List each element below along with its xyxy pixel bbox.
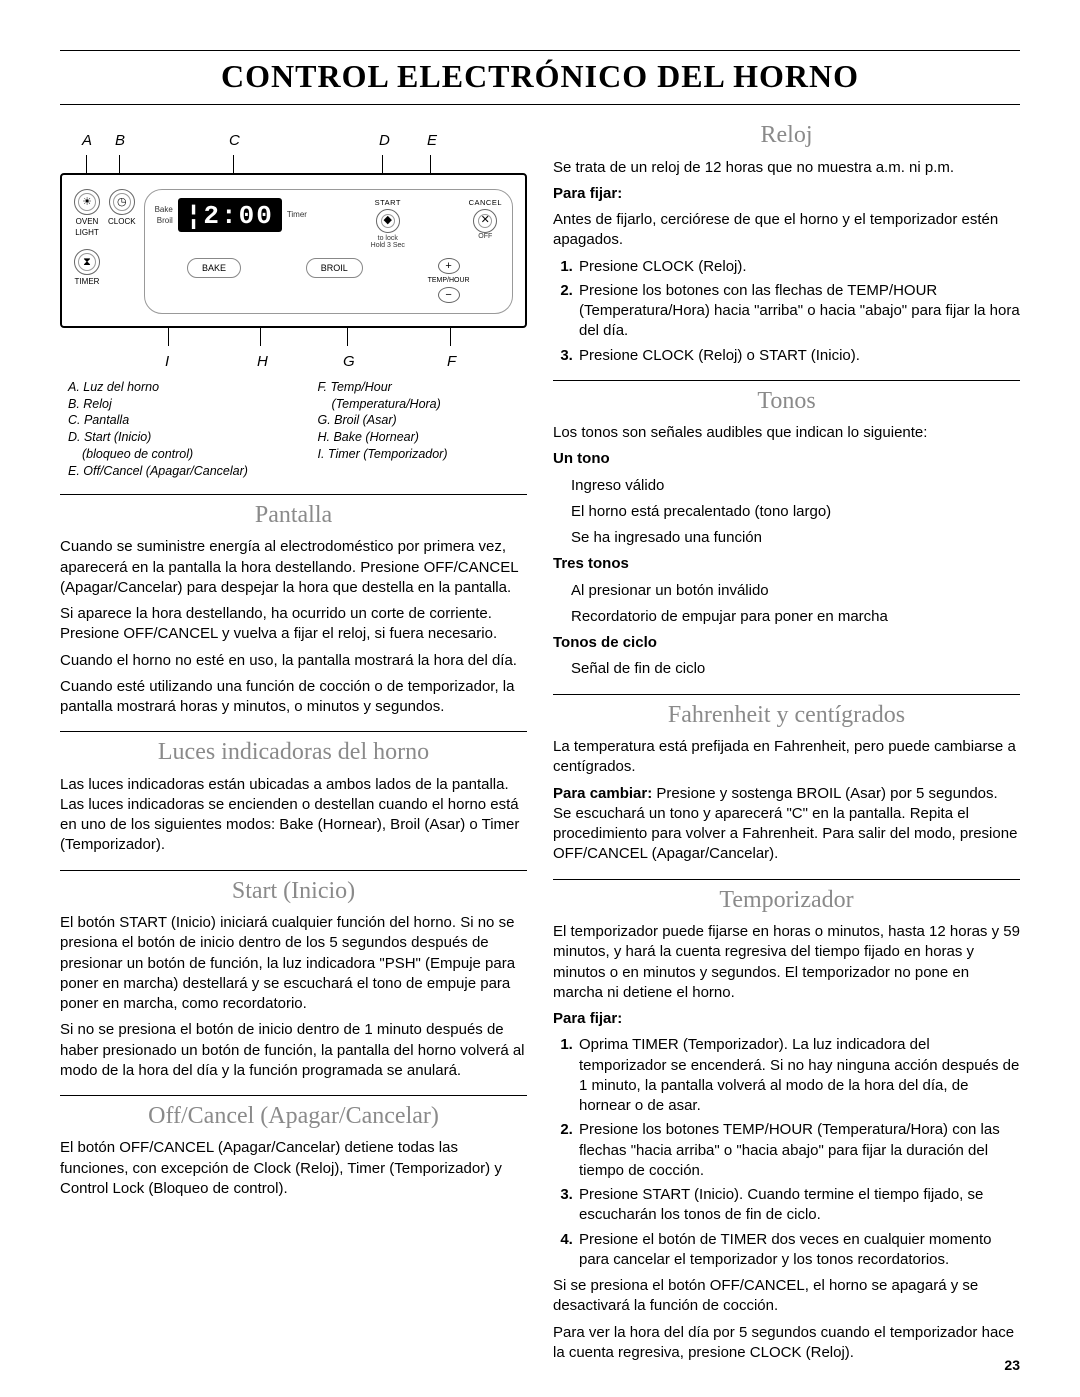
reloj-steps: Presione CLOCK (Reloj). Presione los bot… xyxy=(577,257,1020,366)
legend-g: G. Broil (Asar) xyxy=(318,412,528,429)
legend-a: A. Luz del horno xyxy=(68,379,278,396)
diagram-legend: A. Luz del horno B. Reloj C. Pantalla D.… xyxy=(60,375,527,480)
tempo-p1: El temporizador puede fijarse en horas o… xyxy=(553,922,1020,1003)
pantalla-p2: Si aparece la hora destellando, ha ocurr… xyxy=(60,604,527,645)
callout-g: G xyxy=(343,352,447,372)
callout-a: A xyxy=(82,131,115,151)
lock-hint: to lock Hold 3 Sec xyxy=(371,235,405,250)
fc-p1: La temperatura está prefijada en Fahrenh… xyxy=(553,737,1020,778)
tempo-heading: Temporizador xyxy=(553,884,1020,916)
legend-f-sub: (Temperatura/Hora) xyxy=(318,396,528,413)
plus-button: + xyxy=(438,258,460,274)
trestonos-h: Tres tonos xyxy=(553,554,1020,574)
untono-h: Un tono xyxy=(553,449,1020,469)
lcd-display: ¦2:00 xyxy=(178,198,282,232)
tempo-step-1: Oprima TIMER (Temporizador). La luz indi… xyxy=(577,1035,1020,1116)
broil-button: BROIL xyxy=(306,258,363,278)
pantalla-heading: Pantalla xyxy=(60,499,527,531)
legend-d: D. Start (Inicio) xyxy=(68,429,278,446)
display-timer-label: Timer xyxy=(287,210,307,221)
tempo-step-4: Presione el botón de TIMER dos veces en … xyxy=(577,1230,1020,1271)
cancel-knob: ✕ xyxy=(473,209,497,233)
reloj-step-2: Presione los botones con las flechas de … xyxy=(577,281,1020,342)
legend-d-sub: (bloqueo de control) xyxy=(68,446,278,463)
pantalla-p1: Cuando se suministre energía al electrod… xyxy=(60,537,527,598)
luces-heading: Luces indicadoras del horno xyxy=(60,736,527,768)
tempo-steps: Oprima TIMER (Temporizador). La luz indi… xyxy=(577,1035,1020,1270)
tempo-step-2: Presione los botones TEMP/HOUR (Temperat… xyxy=(577,1120,1020,1181)
tonos-intro: Los tonos son señales audibles que indic… xyxy=(553,423,1020,443)
untono-3: Se ha ingresado una función xyxy=(571,528,1020,548)
tempo-step-3: Presione START (Inicio). Cuando termine … xyxy=(577,1185,1020,1226)
display-mode-labels: Bake Broil xyxy=(155,204,173,226)
fc-label: Para cambiar: xyxy=(553,785,652,802)
right-column: Reloj Se trata de un reloj de 12 horas q… xyxy=(553,119,1020,1369)
legend-i: I. Timer (Temporizador) xyxy=(318,446,528,463)
reloj-heading: Reloj xyxy=(553,119,1020,151)
tempo-p2: Si se presiona el botón OFF/CANCEL, el h… xyxy=(553,1276,1020,1317)
page-number: 23 xyxy=(1004,1356,1020,1375)
center-panel: Bake Broil ¦2:00 Timer START ◆ to lock H… xyxy=(144,189,513,314)
reloj-intro: Se trata de un reloj de 12 horas que no … xyxy=(553,158,1020,178)
offcancel-p1: El botón OFF/CANCEL (Apagar/Cancelar) de… xyxy=(60,1138,527,1199)
reloj-parafijar-h: Para fijar: xyxy=(553,184,1020,204)
pantalla-p4: Cuando esté utilizando una función de co… xyxy=(60,677,527,718)
start-knob: ◆ xyxy=(376,209,400,233)
reloj-step-1: Presione CLOCK (Reloj). xyxy=(577,257,1020,277)
bake-button: BAKE xyxy=(187,258,241,278)
legend-c: C. Pantalla xyxy=(68,412,278,429)
start-heading: Start (Inicio) xyxy=(60,875,527,907)
control-panel-diagram: A B C D E ☀ OVEN LIGHT xyxy=(60,119,527,480)
untono-1: Ingreso válido xyxy=(571,476,1020,496)
callout-c: C xyxy=(229,131,379,151)
luces-p1: Las luces indicadoras están ubicadas a a… xyxy=(60,775,527,856)
pantalla-p3: Cuando el horno no esté en uso, la panta… xyxy=(60,651,527,671)
callout-f: F xyxy=(447,352,456,372)
ciclo-h: Tonos de ciclo xyxy=(553,633,1020,653)
oven-light-knob: ☀ OVEN LIGHT xyxy=(74,189,100,239)
tempo-parafijar-h: Para fijar: xyxy=(553,1009,1020,1029)
two-column-layout: A B C D E ☀ OVEN LIGHT xyxy=(60,119,1020,1369)
callout-e: E xyxy=(427,131,437,151)
panel-outline: ☀ OVEN LIGHT ⧗ TIMER ◷ CLOCK xyxy=(60,173,527,328)
off-label: OFF xyxy=(478,233,492,241)
page-title: CONTROL ELECTRÓNICO DEL HORNO xyxy=(60,50,1020,105)
minus-button: − xyxy=(438,287,460,303)
legend-f: F. Temp/Hour xyxy=(318,379,528,396)
tonos-heading: Tonos xyxy=(553,385,1020,417)
start-p2: Si no se presiona el botón de inicio den… xyxy=(60,1020,527,1081)
fc-heading: Fahrenheit y centígrados xyxy=(553,699,1020,731)
legend-e: E. Off/Cancel (Apagar/Cancelar) xyxy=(68,463,278,480)
timer-knob: ⧗ TIMER xyxy=(74,249,100,288)
offcancel-heading: Off/Cancel (Apagar/Cancelar) xyxy=(60,1100,527,1132)
start-arc-label: START xyxy=(375,198,401,208)
tempo-p3: Para ver la hora del día por 5 segundos … xyxy=(553,1323,1020,1364)
fc-p2: Para cambiar: Presione y sostenga BROIL … xyxy=(553,784,1020,865)
ciclo-1: Señal de fin de ciclo xyxy=(571,659,1020,679)
callout-h: H xyxy=(257,352,343,372)
cancel-arc-label: CANCEL xyxy=(469,198,502,208)
trestonos-2: Recordatorio de empujar para poner en ma… xyxy=(571,607,1020,627)
reloj-step-3: Presione CLOCK (Reloj) o START (Inicio). xyxy=(577,346,1020,366)
untono-2: El horno está precalentado (tono largo) xyxy=(571,502,1020,522)
start-p1: El botón START (Inicio) iniciará cualqui… xyxy=(60,913,527,1014)
legend-h: H. Bake (Hornear) xyxy=(318,429,528,446)
callout-b: B xyxy=(115,131,229,151)
reloj-parafijar-p: Antes de fijarlo, cerciórese de que el h… xyxy=(553,210,1020,251)
clock-knob: ◷ CLOCK xyxy=(108,189,136,228)
legend-b: B. Reloj xyxy=(68,396,278,413)
trestonos-1: Al presionar un botón inválido xyxy=(571,581,1020,601)
temp-hour-controls: + TEMP/HOUR − xyxy=(428,258,470,303)
callout-i: I xyxy=(165,352,257,372)
callout-d: D xyxy=(379,131,427,151)
left-column: A B C D E ☀ OVEN LIGHT xyxy=(60,119,527,1369)
